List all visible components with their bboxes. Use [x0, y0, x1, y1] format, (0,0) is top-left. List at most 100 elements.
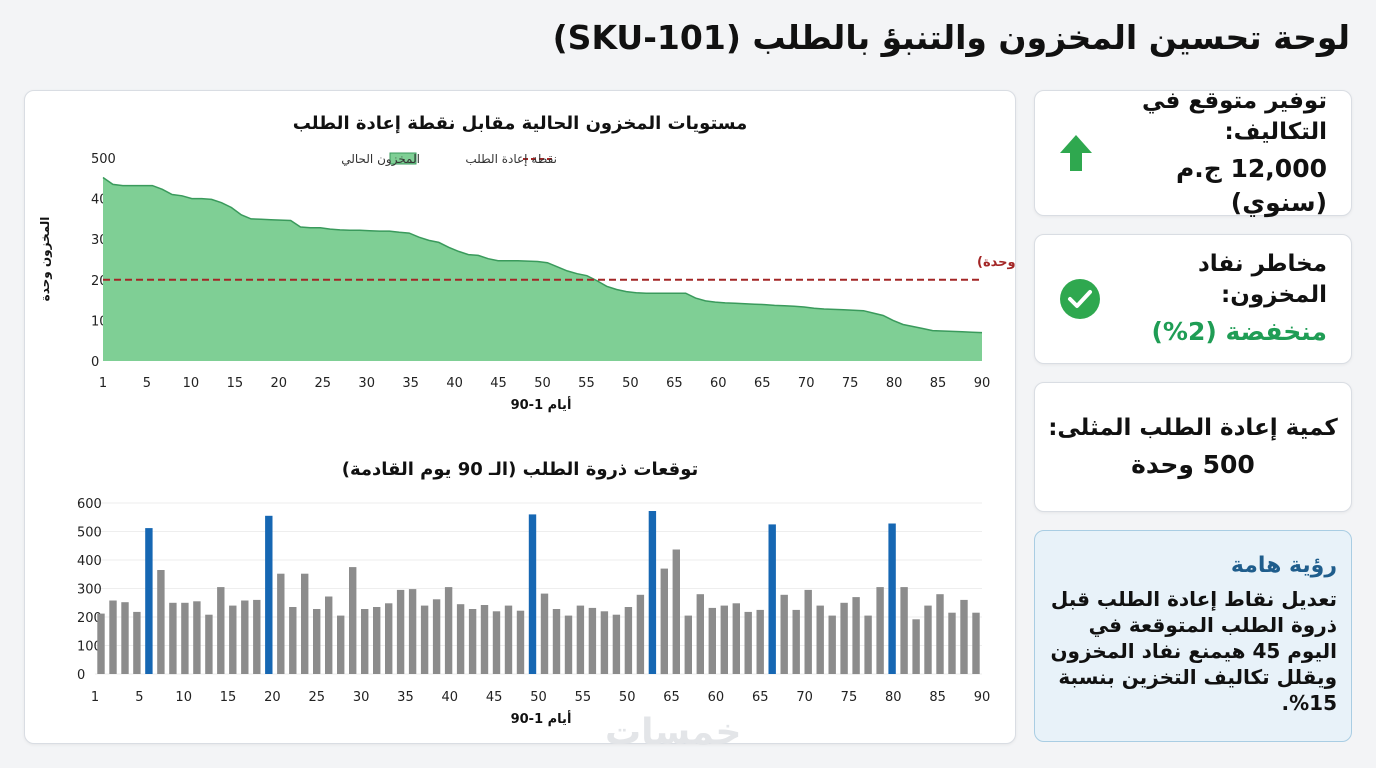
demand-bar	[480, 605, 489, 674]
demand-y-tick: 500	[77, 526, 102, 541]
demand-bar	[924, 605, 932, 674]
demand-bar	[720, 605, 728, 674]
demand-y-tick: 100	[77, 640, 102, 655]
demand-bar	[660, 568, 668, 675]
demand-chart-title: توقعات ذروة الطلب (الـ 90 يوم القادمة)	[342, 459, 699, 480]
demand-y-tick: 200	[77, 611, 102, 626]
demand-x-tick: 65	[752, 690, 769, 705]
demand-peak-bar	[888, 523, 896, 674]
demand-bar	[948, 612, 956, 674]
demand-x-tick: 15	[220, 690, 237, 705]
inventory-x-tick: 70	[798, 376, 815, 391]
demand-bar	[636, 594, 645, 674]
demand-bar	[492, 611, 501, 674]
demand-x-tick: 35	[397, 690, 414, 705]
inventory-x-tick: 30	[358, 376, 375, 391]
eoq-card: كمية إعادة الطلب المثلى: 500 وحدة	[1034, 382, 1352, 512]
demand-bar	[744, 611, 752, 674]
inventory-x-tick: 85	[930, 376, 947, 391]
inventory-chart-legend: المخزون الحالي نقطة إعادة الطلب	[341, 152, 557, 167]
inventory-x-tick: 35	[402, 376, 419, 391]
demand-bar	[816, 605, 824, 674]
demand-y-tick: 600	[77, 497, 102, 512]
demand-peak-bar	[265, 515, 273, 674]
inventory-chart-title: مستويات المخزون الحالية مقابل نقطة إعادة…	[293, 113, 748, 134]
demand-bar	[876, 587, 884, 674]
demand-bar	[109, 600, 117, 674]
demand-bar	[373, 607, 381, 674]
demand-bar	[420, 605, 429, 674]
demand-bar	[864, 615, 872, 674]
demand-x-tick: 30	[353, 690, 370, 705]
demand-bar	[588, 607, 597, 674]
demand-bar	[552, 609, 561, 674]
demand-bar	[396, 589, 405, 674]
insight-title: رؤية هامة	[1230, 553, 1337, 578]
charts-panel: مستويات المخزون الحالية مقابل نقطة إعادة…	[24, 90, 1016, 744]
inventory-x-tick: 75	[842, 376, 859, 391]
inventory-y-tick: 500	[91, 152, 116, 167]
demand-x-tick: 20	[264, 690, 281, 705]
demand-bar	[852, 597, 860, 675]
demand-y-tick: 300	[77, 583, 102, 598]
inventory-x-tick: 50	[534, 376, 551, 391]
demand-x-tick: 65	[663, 690, 680, 705]
inventory-x-tick: 50	[622, 376, 639, 391]
check-circle-icon	[1060, 279, 1100, 319]
demand-bar	[325, 596, 333, 674]
demand-bar	[540, 593, 549, 674]
inventory-chart-xlabel: أيام 1-90	[511, 396, 572, 413]
demand-bar	[456, 604, 465, 674]
demand-bar	[912, 619, 920, 674]
demand-bar	[157, 570, 165, 674]
inventory-x-tick: 5	[143, 376, 151, 391]
demand-x-tick: 70	[796, 690, 813, 705]
inventory-x-tick: 20	[271, 376, 288, 391]
demand-bar	[181, 602, 189, 675]
demand-bar	[193, 601, 201, 674]
demand-x-tick: 1	[91, 690, 99, 705]
demand-bar	[229, 605, 237, 674]
inventory-x-tick: 90	[974, 376, 991, 391]
demand-x-tick: 55	[575, 690, 592, 705]
demand-bar	[241, 600, 249, 674]
demand-bar	[337, 615, 345, 674]
watermark: خمسات	[605, 712, 742, 753]
demand-x-tick: 40	[442, 690, 459, 705]
demand-bar	[960, 599, 968, 674]
stockout-value: منخفضة (2%)	[1151, 317, 1327, 347]
demand-bar	[468, 609, 477, 674]
demand-bar	[289, 607, 297, 674]
demand-bar	[684, 615, 692, 674]
inventory-x-tick: 25	[314, 376, 331, 391]
demand-bar	[169, 602, 177, 675]
demand-y-tick: 0	[77, 668, 85, 683]
demand-x-tick: 5	[135, 690, 143, 705]
demand-x-tick: 80	[885, 690, 902, 705]
demand-chart-xlabel: أيام 1-90	[511, 710, 572, 727]
demand-bar	[313, 609, 321, 674]
insight-body: تعديل نقاط إعادة الطلب قبل ذروة الطلب ال…	[1050, 587, 1337, 715]
demand-x-tick: 25	[308, 690, 325, 705]
demand-bar	[576, 605, 585, 674]
inventory-x-tick: 80	[886, 376, 903, 391]
demand-x-tick: 90	[974, 690, 991, 705]
legend-reorder-label: نقطة إعادة الطلب	[465, 152, 557, 166]
demand-bar	[516, 610, 525, 674]
inventory-x-tick: 65	[754, 376, 771, 391]
demand-bar	[696, 594, 704, 674]
demand-bar	[708, 607, 716, 674]
demand-y-tick: 400	[77, 554, 102, 569]
reorder-point-label: نقطة إعادة الطلب (200 وحدة)	[977, 255, 1015, 270]
inventory-y-tick: 0	[91, 355, 99, 370]
demand-peak-bar	[648, 511, 657, 674]
charts-canvas: مستويات المخزون الحالية مقابل نقطة إعادة…	[38, 113, 1015, 727]
legend-inventory-swatch	[389, 152, 417, 165]
demand-bar	[972, 612, 980, 674]
inventory-chart-ylabel: المخزون وحدة	[38, 217, 53, 302]
demand-x-tick: 60	[708, 690, 725, 705]
legend-inventory-label: المخزون الحالي	[341, 152, 420, 167]
demand-bar	[444, 587, 453, 674]
demand-bar	[217, 587, 225, 674]
